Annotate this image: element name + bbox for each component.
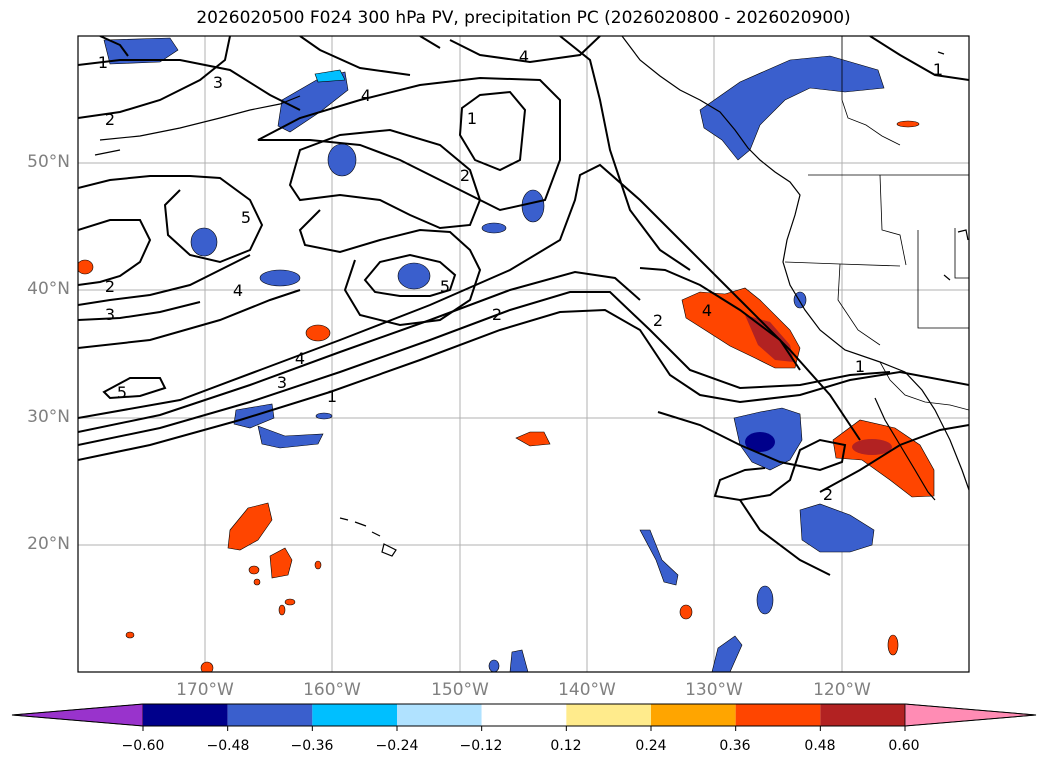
contour-label: 2 [105, 110, 115, 129]
colorbar-tick-label: −0.60 [121, 738, 165, 754]
contour-label: 1 [327, 387, 337, 406]
coastlines [94, 36, 969, 557]
colorbar-bin [397, 704, 482, 726]
contour-labels: 1 3 4 2 1 4 1 2 5 2 5 4 2 3 2 3 4 3 5 1 … [98, 47, 943, 504]
colorbar-tick-label: 0.12 [550, 738, 582, 754]
colorbar-bin [227, 704, 313, 726]
contour-label: 1 [467, 109, 477, 128]
contour-label: 2 [653, 311, 663, 330]
contour-label: 4 [519, 47, 529, 66]
lat-label: 30°N [27, 407, 70, 427]
colorbar-tick-label: 0.36 [719, 738, 751, 754]
contour-label: 2 [460, 166, 470, 185]
contour-label: 5 [440, 277, 450, 296]
contour-label: 1 [855, 357, 865, 376]
contour-label: 2 [492, 305, 502, 324]
colorbar-tick-label: −0.48 [206, 738, 250, 754]
colorbar-tick-label: 0.60 [888, 738, 920, 754]
contour-label: 3 [105, 305, 115, 324]
lon-label: 120°W [813, 680, 871, 700]
lon-label: 170°W [176, 680, 234, 700]
lon-label: 140°W [558, 680, 616, 700]
colorbar-bin [651, 704, 736, 726]
positive-precip-patches [78, 120, 935, 672]
colorbar-tick-label: 0.24 [635, 738, 667, 754]
colorbar-bin [312, 704, 397, 726]
lon-label: 160°W [303, 680, 361, 700]
contour-label: 4 [295, 349, 305, 368]
lat-label: 50°N [27, 152, 70, 172]
lon-label: 150°W [431, 680, 489, 700]
colorbar-bins [143, 704, 905, 726]
colorbar-extend-low [11, 703, 144, 727]
colorbar-bin [566, 704, 651, 726]
pv-contours [78, 36, 969, 576]
colorbar-tickmarks [142, 726, 906, 731]
colorbar-bin [143, 704, 228, 726]
contour-label: 3 [277, 373, 287, 392]
contour-label: 4 [233, 281, 243, 300]
colorbar-bin [481, 704, 567, 726]
contour-label: 2 [105, 277, 115, 296]
plot-area [78, 36, 969, 672]
contour-label: 1 [98, 53, 108, 72]
colorbar-bin [735, 704, 821, 726]
plot-frame [77, 35, 970, 673]
lat-label: 20°N [27, 534, 70, 554]
contour-label: 5 [117, 383, 127, 402]
borders [784, 36, 969, 411]
colorbar-tick-label: −0.24 [375, 738, 419, 754]
colorbar-bin [820, 704, 905, 726]
contour-label: 3 [213, 73, 223, 92]
contour-label: 4 [361, 86, 371, 105]
lon-label: 130°W [685, 680, 743, 700]
colorbar-extend-high [904, 703, 1037, 727]
colorbar-tick-label: −0.12 [459, 738, 503, 754]
colorbar [11, 703, 1037, 727]
colorbar-tick-label: 0.48 [804, 738, 836, 754]
contour-label: 5 [241, 208, 251, 227]
map-title: 2026020500 F024 300 hPa PV, precipitatio… [196, 8, 851, 28]
colorbar-tick-label: −0.36 [290, 738, 334, 754]
negative-precip-patches [103, 37, 885, 672]
contour-label: 4 [702, 301, 712, 320]
contour-label: 2 [823, 485, 833, 504]
lat-label: 40°N [27, 279, 70, 299]
contour-label: 1 [933, 60, 943, 79]
